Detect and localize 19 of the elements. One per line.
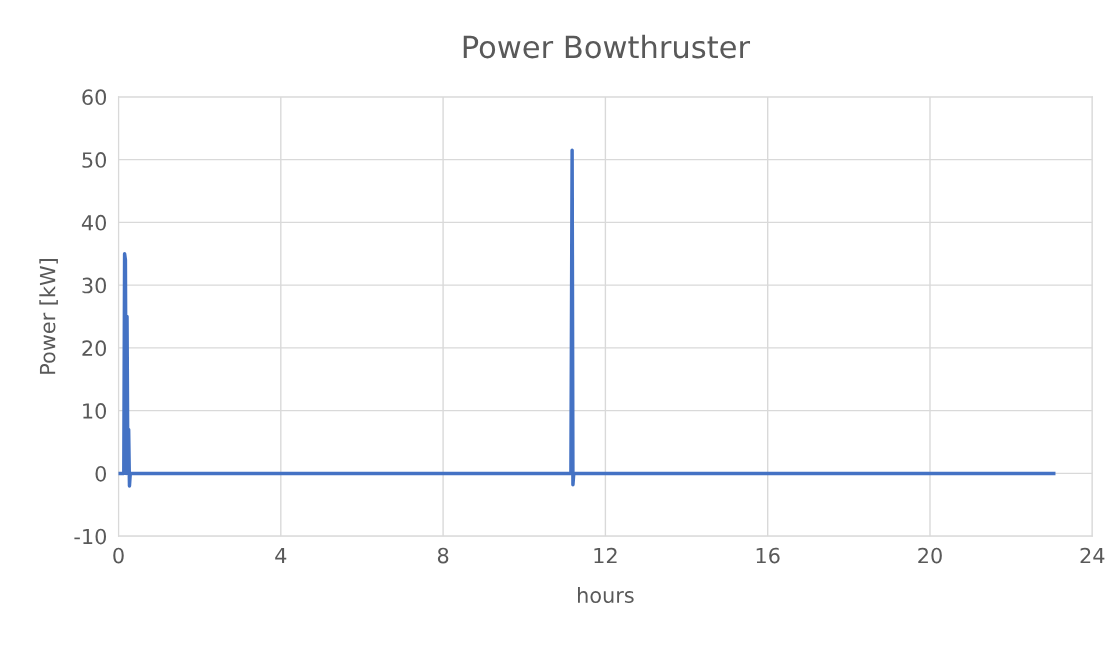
y-tick-label: 10 — [83, 403, 107, 419]
y-axis-title: Power [kW] — [39, 259, 58, 374]
x-tick-label: 20 — [918, 547, 942, 564]
x-tick-label: 8 — [437, 547, 449, 564]
x-tick-label: 4 — [275, 547, 287, 564]
x-tick-label: 0 — [113, 547, 124, 564]
y-tick-label: 40 — [81, 214, 107, 231]
x-tick-label: 16 — [756, 547, 780, 564]
y-tick-label: 30 — [82, 277, 107, 294]
y-tick-label: 0 — [95, 465, 107, 482]
y-tick-label: 20 — [82, 340, 107, 357]
y-tick-label: 60 — [82, 89, 107, 106]
line-series — [118, 148, 1056, 488]
x-axis-title: hours — [578, 586, 634, 604]
y-tick-label: -10 — [74, 528, 107, 545]
y-tick-label: 50 — [82, 152, 107, 168]
chart-title: Power Bowthruster — [463, 34, 751, 59]
x-tick-label: 12 — [594, 547, 617, 564]
x-tick-label: 24 — [1080, 547, 1105, 564]
